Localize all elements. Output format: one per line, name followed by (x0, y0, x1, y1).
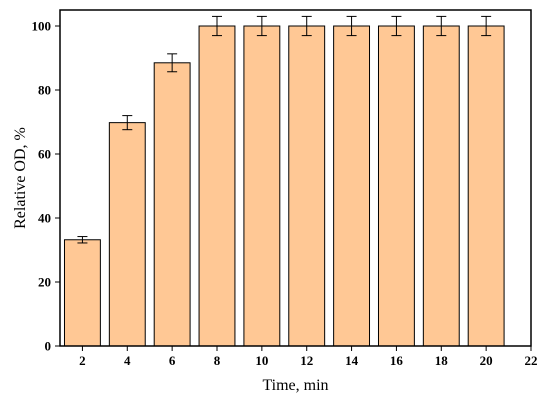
bar-18 (422, 25, 460, 347)
x-tick-label: 16 (390, 353, 404, 368)
x-tick-label: 8 (214, 353, 221, 368)
bar-6 (153, 62, 191, 347)
bar-2 (63, 239, 101, 347)
bar-4 (108, 122, 146, 347)
plot-frame (59, 9, 532, 347)
y-tick-label: 0 (45, 339, 52, 354)
bar-16 (377, 25, 415, 347)
y-axis: 0 20 40 60 80 100 (32, 19, 60, 354)
bar-10 (243, 25, 281, 347)
error-bars-layer (77, 15, 492, 244)
x-tick-label: 12 (300, 353, 313, 368)
x-tick-label: 20 (480, 353, 493, 368)
x-tick-label: 4 (124, 353, 131, 368)
y-tick-label: 60 (38, 147, 51, 162)
x-tick-label: 22 (525, 353, 538, 368)
bar-20 (467, 25, 505, 347)
x-tick-label: 2 (79, 353, 86, 368)
bars-layer (63, 25, 505, 347)
x-tick-label: 6 (169, 353, 176, 368)
y-tick-label: 40 (38, 211, 51, 226)
x-tick-label: 18 (435, 353, 449, 368)
y-tick-label: 20 (38, 275, 51, 290)
y-tick-label: 100 (32, 19, 52, 34)
x-tick-label: 10 (255, 353, 268, 368)
y-tick-label: 80 (38, 83, 51, 98)
bar-12 (288, 25, 326, 347)
x-axis: 2 4 6 8 10 12 14 16 18 20 22 (79, 346, 538, 368)
y-axis-title: Relative OD, % (12, 127, 29, 229)
x-axis-title: Time, min (262, 377, 328, 394)
bar-8 (198, 25, 236, 347)
bar-14 (333, 25, 371, 347)
x-tick-label: 14 (345, 353, 359, 368)
